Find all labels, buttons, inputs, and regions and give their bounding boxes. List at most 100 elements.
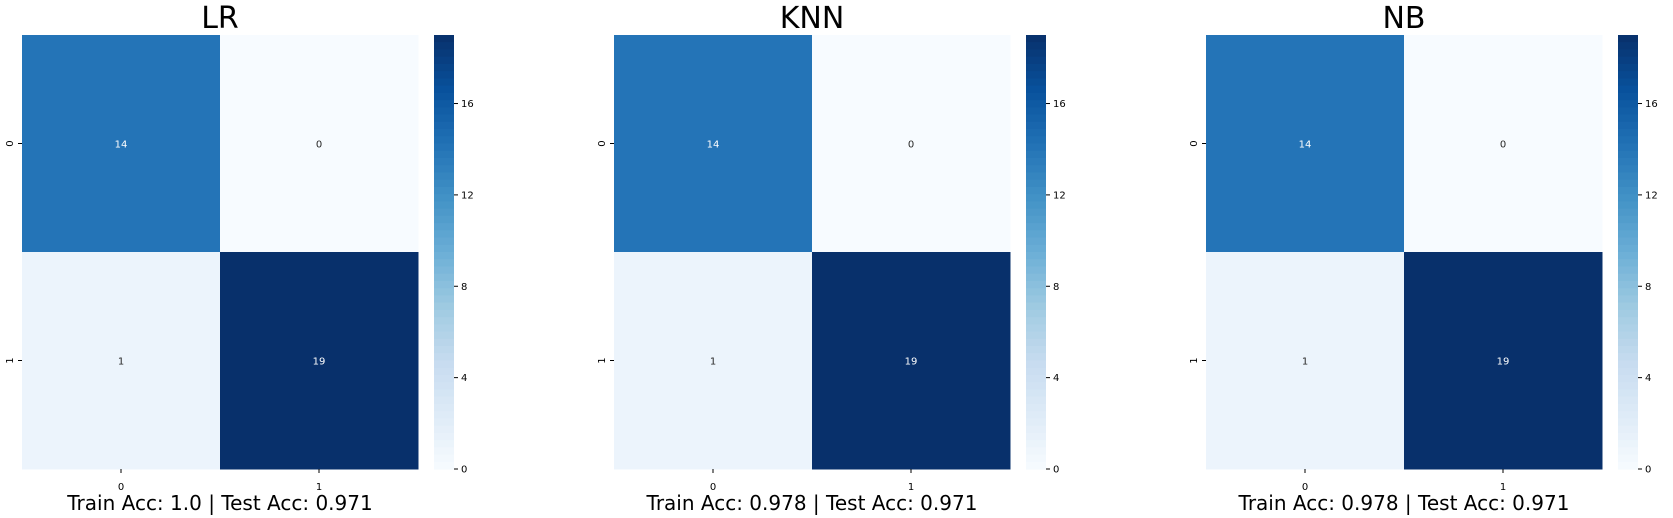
colorbar-segment [434, 136, 454, 145]
colorbar-segment [1026, 324, 1046, 333]
colorbar-segment [1618, 165, 1638, 174]
colorbar-segment [1026, 432, 1046, 441]
colorbar-segment [1618, 389, 1638, 398]
heatmap-cell [22, 35, 221, 253]
colorbar-segment [1618, 447, 1638, 456]
colorbar-segment [1026, 150, 1046, 159]
colorbar-segment [434, 100, 454, 108]
colorbar-segment [434, 114, 454, 123]
colorbar-segment [434, 382, 454, 391]
colorbar-segment [434, 259, 454, 268]
colorbar-segment [1026, 42, 1046, 51]
colorbar-segment [434, 280, 454, 289]
colorbar-segment [434, 150, 454, 159]
colorbar-segment [434, 172, 454, 181]
colorbar-segment [1618, 56, 1638, 65]
colorbar-segment [1618, 353, 1638, 362]
colorbar-segment [1026, 273, 1046, 282]
colorbar-segment [1618, 150, 1638, 159]
colorbar-segment [1026, 35, 1046, 43]
colorbar-segment [1026, 288, 1046, 296]
colorbar-segment [434, 360, 454, 369]
colorbar-segment [1026, 346, 1046, 354]
colorbar-segment [434, 403, 454, 412]
colorbar-segment [434, 143, 454, 152]
colorbar-segment [1618, 215, 1638, 224]
colorbar-segment [434, 425, 454, 434]
colorbar-segment [1618, 114, 1638, 123]
colorbar-segment [1618, 92, 1638, 101]
colorbar-segment [434, 266, 454, 275]
cell-value-label: 19 [313, 357, 326, 368]
colorbar-segment [1618, 396, 1638, 405]
colorbar-segment [434, 165, 454, 174]
colorbar-segment [1026, 230, 1046, 239]
colorbar-tick-label: 8 [461, 282, 467, 293]
colorbar-segment [434, 288, 454, 296]
colorbar-segment [1618, 100, 1638, 108]
colorbar-segment [434, 157, 454, 166]
y-tick-label: 1 [597, 357, 608, 363]
colorbar-segment [434, 353, 454, 362]
heatmap-cell [1404, 35, 1603, 253]
colorbar-segment [434, 121, 454, 130]
colorbar-segment [1026, 129, 1046, 137]
colorbar-segment [1026, 280, 1046, 289]
colorbar-tick-label: 4 [461, 373, 467, 384]
y-tick-label: 0 [5, 140, 16, 146]
colorbar-segment [1026, 418, 1046, 427]
colorbar-segment [1026, 367, 1046, 376]
colorbar-segment [434, 35, 454, 43]
colorbar-segment [1026, 114, 1046, 123]
colorbar-segment [1026, 425, 1046, 434]
colorbar-segment [1618, 201, 1638, 210]
cell-value-label: 0 [1500, 140, 1506, 151]
colorbar-segment [1026, 194, 1046, 202]
x-tick-label: 1 [908, 482, 914, 493]
colorbar-segment [1026, 411, 1046, 419]
colorbar-segment [1618, 194, 1638, 202]
colorbar-tick-label: 16 [1053, 99, 1066, 110]
colorbar-segment [434, 49, 454, 58]
colorbar-segment [434, 179, 454, 188]
colorbar-segment [1618, 129, 1638, 137]
colorbar-segment [1618, 157, 1638, 166]
colorbar-tick-label: 4 [1645, 373, 1651, 384]
heatmap-cell [220, 35, 419, 253]
colorbar-segment [434, 71, 454, 79]
colorbar-segment [1026, 201, 1046, 210]
colorbar-segment [1618, 425, 1638, 434]
colorbar-segment [1026, 215, 1046, 224]
x-axis-label: Train Acc: 0.978 | Test Acc: 0.971 [1238, 491, 1570, 515]
colorbar-segment [1618, 302, 1638, 311]
colorbar-segment [1618, 338, 1638, 347]
colorbar-segment [1618, 266, 1638, 275]
colorbar-segment [1026, 136, 1046, 145]
colorbar-segment [1026, 302, 1046, 311]
colorbar-segment [434, 447, 454, 456]
colorbar-segment [1026, 396, 1046, 405]
colorbar-segment [434, 461, 454, 470]
colorbar-segment [1026, 165, 1046, 174]
colorbar-segment [1026, 252, 1046, 260]
colorbar-segment [1618, 382, 1638, 391]
cell-value-label: 19 [905, 357, 918, 368]
colorbar-segment [1026, 157, 1046, 166]
colorbar-segment [434, 309, 454, 318]
colorbar-segment [434, 208, 454, 217]
colorbar-segment [1026, 78, 1046, 87]
colorbar-segment [1026, 85, 1046, 94]
colorbar-segment [1618, 223, 1638, 231]
colorbar-tick-label: 12 [461, 190, 474, 201]
colorbar-segment [434, 107, 454, 116]
y-tick-label: 1 [5, 357, 16, 363]
heatmap-cell [1206, 252, 1405, 470]
cell-value-label: 0 [316, 140, 322, 151]
colorbar-segment [1026, 266, 1046, 275]
colorbar-segment [1026, 440, 1046, 448]
heatmap-cell [812, 35, 1011, 253]
heatmap-cell [1206, 35, 1405, 253]
colorbar-segment [434, 418, 454, 427]
colorbar-segment [1618, 35, 1638, 43]
